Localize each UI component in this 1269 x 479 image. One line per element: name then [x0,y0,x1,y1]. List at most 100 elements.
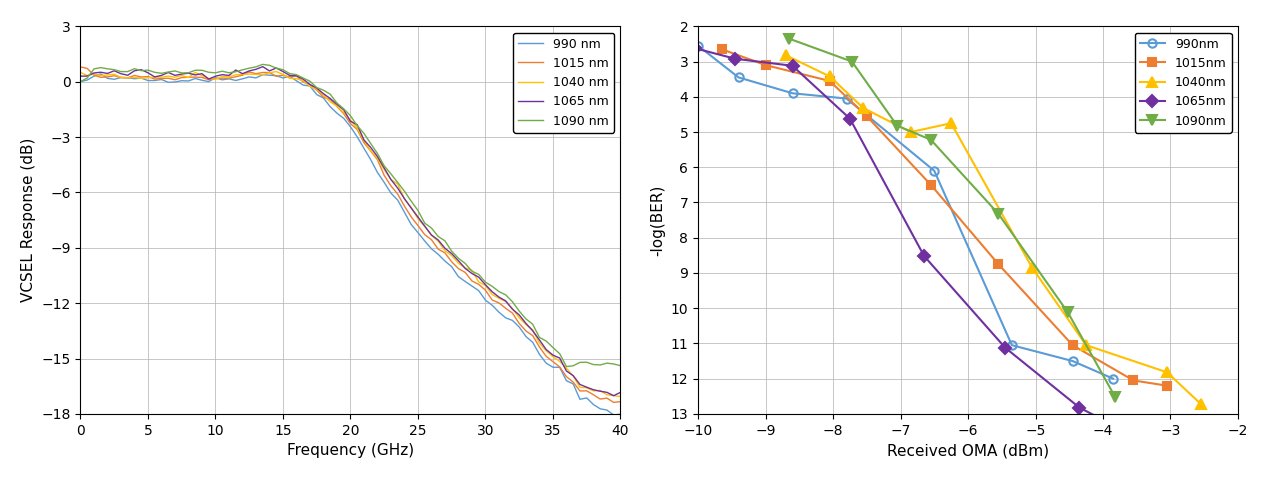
1040 nm [377,167,392,172]
1065 nm [546,352,561,358]
1015 nm [607,399,622,405]
Legend: 990 nm, 1015 nm, 1040 nm, 1065 nm, 1090 nm: 990 nm, 1015 nm, 1040 nm, 1065 nm, 1090 … [514,33,614,133]
1065nm [1105,422,1121,428]
1015nm [1126,377,1141,383]
990 nm [546,365,561,370]
1090nm [991,211,1006,217]
1015nm [714,46,730,52]
1065 nm [72,73,88,79]
Y-axis label: VCSEL Response (dB): VCSEL Response (dB) [20,138,36,302]
1015 nm [72,64,88,70]
1090 nm [558,364,574,369]
1040 nm [269,68,284,74]
1040 nm [566,373,581,379]
Line: 1040 nm: 1040 nm [80,71,621,397]
1065 nm [418,223,433,229]
1015 nm [369,157,385,162]
1015 nm [471,282,486,287]
1090 nm [377,163,392,169]
1040 nm [613,394,628,399]
1065 nm [478,282,494,287]
1040 nm [546,354,561,359]
1065nm [916,253,931,259]
1040 nm [478,283,494,288]
1090 nm [255,61,270,67]
990 nm [613,411,628,417]
1040nm [944,120,959,126]
990nm [926,168,942,174]
1065nm [997,345,1013,351]
1065 nm [613,389,628,395]
990nm [731,75,746,80]
1065nm [1072,405,1088,411]
1015nm [758,62,773,68]
1090 nm [478,279,494,285]
1090 nm [418,220,433,226]
1090 nm [72,79,88,85]
1090nm [924,137,939,143]
1015 nm [538,354,553,359]
1015 nm [511,320,527,326]
1040nm [904,129,919,135]
1015nm [822,78,838,84]
1090nm [1061,309,1076,315]
1015 nm [613,399,628,405]
990 nm [566,381,581,387]
1015 nm [410,223,425,228]
990nm [1105,376,1121,382]
1090nm [1108,394,1123,400]
1040nm [822,73,838,79]
1065nm [843,116,858,122]
Line: 1065nm: 1065nm [690,44,1117,429]
1015nm [924,182,939,188]
1065 nm [377,165,392,171]
1065 nm [607,393,622,399]
1015nm [991,261,1006,267]
1040nm [1160,369,1175,375]
1040nm [1193,401,1208,407]
990nm [1065,358,1080,364]
X-axis label: Received OMA (dBm): Received OMA (dBm) [887,443,1049,458]
1040 nm [418,224,433,229]
Line: 1015nm: 1015nm [717,45,1171,390]
X-axis label: Frequency (GHz): Frequency (GHz) [287,443,414,458]
1090nm [844,59,859,65]
1040nm [1024,265,1039,271]
990nm [1004,342,1019,348]
1015 nm [558,374,574,379]
Y-axis label: -log(BER): -log(BER) [650,184,665,256]
1040 nm [72,69,88,75]
Line: 1090nm: 1090nm [784,34,1121,402]
1090 nm [613,363,628,368]
990 nm [518,333,533,339]
Line: 990nm: 990nm [694,42,1117,383]
1015nm [859,114,874,119]
990 nm [93,71,108,77]
1040nm [778,52,793,58]
990 nm [418,238,433,244]
Line: 990 nm: 990 nm [80,74,621,415]
1065nm [687,46,702,51]
1090 nm [572,360,588,365]
1065 nm [518,320,533,326]
1065nm [727,56,742,62]
990nm [839,96,854,102]
1065 nm [566,373,581,378]
Legend: 990nm, 1015nm, 1040nm, 1065nm, 1090nm: 990nm, 1015nm, 1040nm, 1065nm, 1090nm [1134,33,1232,133]
1090 nm [518,316,533,322]
990nm [786,91,801,96]
1015nm [1160,383,1175,388]
1040 nm [518,321,533,327]
990 nm [607,412,622,418]
1040nm [1079,342,1094,348]
1040nm [855,105,871,111]
Line: 1015 nm: 1015 nm [80,67,621,402]
1065 nm [255,64,270,69]
1090 nm [546,345,561,351]
1090nm [782,36,797,42]
Line: 1065 nm: 1065 nm [80,67,621,396]
Line: 1040nm: 1040nm [780,50,1206,409]
990 nm [377,180,392,185]
990nm [690,43,706,48]
1065nm [786,63,801,68]
